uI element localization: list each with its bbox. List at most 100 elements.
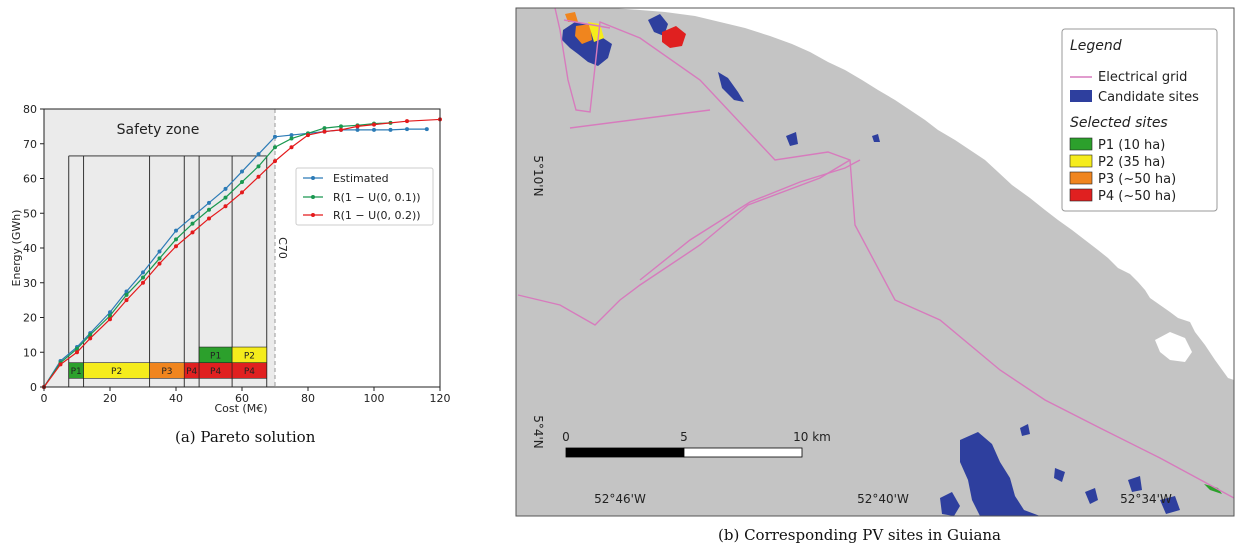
legend-marker-estimated xyxy=(311,176,315,180)
caption-right: (b) Corresponding PV sites in Guiana xyxy=(718,526,1001,544)
segment-lower-label-3: P4 xyxy=(186,367,197,377)
land-area xyxy=(516,8,1234,516)
series-2-point-4 xyxy=(108,317,112,322)
y-tick-label-5: 50 xyxy=(23,207,37,220)
segment-lower-label-4: P4 xyxy=(210,367,221,377)
series-2-point-18 xyxy=(339,127,343,132)
segment-upper-label-1: P2 xyxy=(244,351,255,361)
series-1-point-2 xyxy=(75,346,79,351)
selected-site-p4 xyxy=(662,26,686,48)
series-1-point-5 xyxy=(124,292,129,297)
series-1-point-11 xyxy=(223,195,228,200)
y-tick-label-0: 0 xyxy=(30,381,37,394)
series-1-point-7 xyxy=(157,256,162,261)
scale-label-5: 5 xyxy=(680,430,688,444)
segment-lower-label-5: P4 xyxy=(244,367,255,377)
caption-left: (a) Pareto solution xyxy=(175,428,316,446)
segment-lower-label-2: P3 xyxy=(161,367,172,377)
series-0-point-14 xyxy=(273,134,277,139)
selected-site-p2 xyxy=(588,22,604,42)
series-2-point-7 xyxy=(157,261,162,266)
map-legend: Legend Electrical grid Candidate sites S… xyxy=(1061,28,1218,212)
series-2-point-6 xyxy=(141,280,145,285)
scale-label-10km: 10 km xyxy=(793,430,831,444)
x-tick-label-4: 80 xyxy=(301,392,315,405)
candidate-sites xyxy=(562,14,1180,516)
lon-label-52-40: 52°40'W xyxy=(857,492,909,506)
series-line-1 xyxy=(43,122,391,388)
series-1-point-12 xyxy=(240,179,244,184)
chart-legend: Estimated R(1 − U(0, 0.1)) R(1 − U(0, 0.… xyxy=(295,167,434,226)
series-1-point-13 xyxy=(256,164,261,169)
series-2-point-21 xyxy=(405,119,409,124)
map-legend-p3: P3 (~50 ha) xyxy=(1098,172,1176,187)
y-tick-label-7: 70 xyxy=(23,138,37,151)
legend-entry-r01: R(1 − U(0, 0.1)) xyxy=(333,191,421,204)
legend-marker-r02 xyxy=(311,213,315,217)
safety-zone-label: Safety zone xyxy=(117,122,200,138)
map-legend-candidate: Candidate sites xyxy=(1098,90,1199,105)
series-1-point-14 xyxy=(273,145,277,150)
lon-label-52-34: 52°34'W xyxy=(1120,492,1172,506)
series-1-point-18 xyxy=(339,124,343,129)
series-2-point-13 xyxy=(256,174,261,179)
series-layer xyxy=(42,117,442,389)
legend-entry-estimated: Estimated xyxy=(333,172,389,185)
map-legend-title: Legend xyxy=(1070,38,1122,54)
sea-area xyxy=(612,8,1234,380)
coast-inlet xyxy=(1155,332,1192,362)
selected-site-p3a xyxy=(565,12,578,22)
x-tick-label-3: 60 xyxy=(235,392,249,405)
segment-lower-label-1: P2 xyxy=(111,367,122,377)
selected-site-p1 xyxy=(1204,484,1222,494)
x-tick-label-0: 0 xyxy=(41,392,48,405)
x-tick-label-6: 120 xyxy=(430,392,451,405)
series-0-point-8 xyxy=(174,228,178,233)
series-line-0 xyxy=(43,128,427,388)
series-2-point-14 xyxy=(273,159,277,164)
scale-label-0: 0 xyxy=(562,430,570,444)
series-2-point-5 xyxy=(124,298,129,303)
y-tick-label-2: 20 xyxy=(23,312,37,325)
x-tick-label-2: 40 xyxy=(169,392,183,405)
y-tick-label-3: 30 xyxy=(23,277,37,290)
series-0-point-10 xyxy=(207,200,211,205)
map-legend-p2: P2 (35 ha) xyxy=(1098,155,1165,170)
series-2-point-20 xyxy=(372,122,376,127)
series-1-point-8 xyxy=(174,237,178,242)
series-0-point-20 xyxy=(372,127,376,132)
series-1-point-15 xyxy=(289,136,294,141)
series-2-point-17 xyxy=(322,129,327,134)
series-0-point-6 xyxy=(141,270,145,275)
series-2-point-1 xyxy=(58,362,63,367)
series-1-point-3 xyxy=(88,332,93,337)
series-2-point-16 xyxy=(306,133,310,138)
lat-label-5-10: 5°10'N xyxy=(531,155,545,196)
series-0-point-13 xyxy=(256,152,261,157)
series-2-point-19 xyxy=(355,124,360,129)
series-2-point-15 xyxy=(289,145,294,150)
series-1-point-10 xyxy=(207,207,211,212)
y-tick-label-6: 60 xyxy=(23,173,37,186)
electrical-grid xyxy=(517,8,1234,499)
y-axis-label: Energy (GWh) xyxy=(10,210,23,287)
map-legend-grid: Electrical grid xyxy=(1098,70,1187,85)
series-2-point-11 xyxy=(223,204,228,209)
c70-label: C70 xyxy=(276,237,289,259)
x-tick-label-1: 20 xyxy=(103,392,117,405)
lon-label-52-46: 52°46'W xyxy=(594,492,646,506)
axis-layer: 0 20 40 60 80 100 120 0 10 20 30 40 50 60 70 80 xyxy=(23,103,451,405)
map-legend-p1: P1 (10 ha) xyxy=(1098,138,1165,153)
segment-upper-label-0: P1 xyxy=(210,351,221,361)
series-1-point-17 xyxy=(322,126,327,131)
series-0-point-22 xyxy=(405,127,409,132)
selected-site-p3 xyxy=(575,24,592,44)
segment-upper-bar-1 xyxy=(231,346,268,363)
series-2-point-10 xyxy=(207,216,211,221)
map-legend-selected-title: Selected sites xyxy=(1070,115,1168,131)
series-1-point-4 xyxy=(108,313,112,318)
y-tick-label-4: 40 xyxy=(23,242,37,255)
segment-lower-label-0: P1 xyxy=(71,367,82,377)
x-tick-label-5: 100 xyxy=(364,392,385,405)
series-2-point-9 xyxy=(190,230,195,235)
